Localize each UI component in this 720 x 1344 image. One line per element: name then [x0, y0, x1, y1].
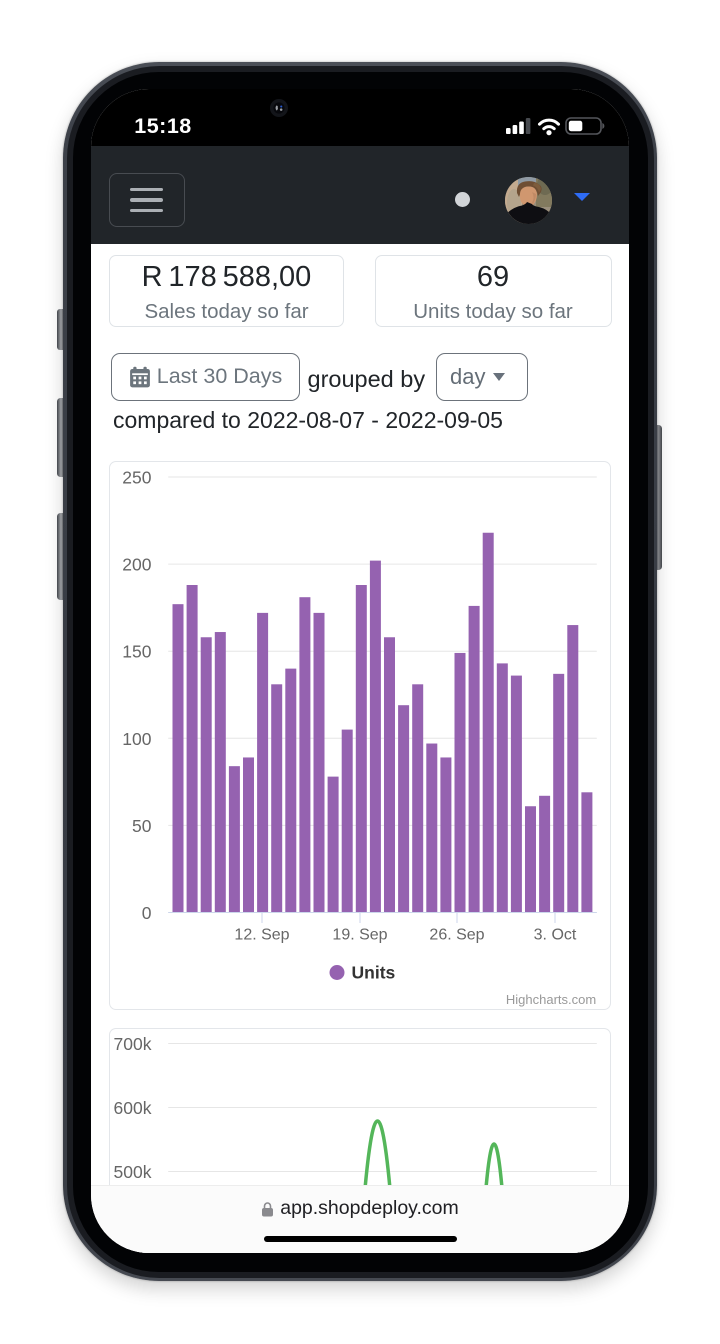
svg-text:200: 200	[122, 555, 151, 575]
svg-text:700k: 700k	[114, 1034, 152, 1054]
svg-text:250: 250	[122, 468, 151, 488]
svg-text:0: 0	[142, 903, 152, 923]
svg-text:500k: 500k	[114, 1162, 152, 1182]
svg-text:600k: 600k	[114, 1098, 152, 1118]
svg-text:Highcharts.com: Highcharts.com	[506, 992, 596, 1007]
svg-text:Units: Units	[352, 963, 396, 983]
svg-text:19. Sep: 19. Sep	[332, 927, 387, 944]
svg-text:3. Oct: 3. Oct	[534, 927, 577, 944]
svg-text:50: 50	[132, 816, 152, 836]
svg-text:12. Sep: 12. Sep	[234, 927, 289, 944]
svg-text:26. Sep: 26. Sep	[429, 927, 484, 944]
svg-text:150: 150	[122, 642, 151, 662]
svg-text:100: 100	[122, 729, 151, 749]
